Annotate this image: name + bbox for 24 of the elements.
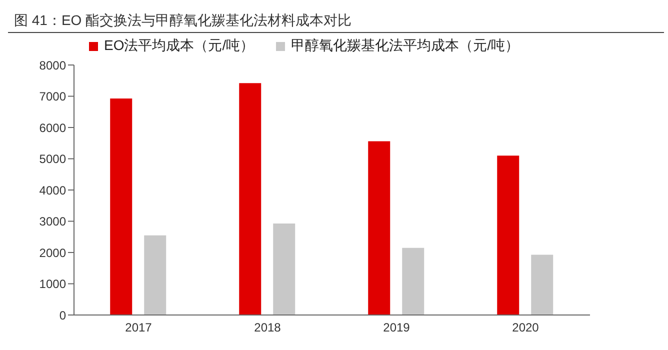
bar — [239, 83, 262, 315]
y-tick-label: 0 — [59, 308, 66, 322]
x-tick-label: 2019 — [383, 320, 410, 335]
y-tick-label: 6000 — [39, 120, 66, 135]
bar — [402, 248, 424, 315]
chart-title: 图 41：EO 酯交换法与甲醇氧化羰基化法材料成本对比 — [8, 8, 664, 33]
bar — [273, 223, 296, 315]
bar — [497, 156, 520, 315]
y-tick-label: 2000 — [39, 246, 66, 260]
bar — [531, 254, 554, 315]
bar — [110, 98, 132, 315]
legend-label: EO法平均成本（元/吨） — [102, 37, 254, 55]
bar — [368, 141, 390, 315]
x-tick-label: 2018 — [254, 320, 282, 335]
y-tick-label: 7000 — [39, 90, 66, 104]
x-tick-label: 2020 — [512, 320, 540, 335]
y-tick-label: 5000 — [39, 152, 66, 166]
y-tick-label: 1000 — [39, 277, 66, 292]
y-tick-label: 3000 — [39, 214, 66, 229]
legend-label: 甲醇氧化羰基化法平均成本（元/吨） — [290, 37, 519, 55]
y-tick-label: 4000 — [39, 183, 66, 198]
bar — [144, 235, 166, 315]
x-tick-label: 2017 — [125, 320, 152, 335]
y-tick-label: 8000 — [39, 58, 66, 72]
